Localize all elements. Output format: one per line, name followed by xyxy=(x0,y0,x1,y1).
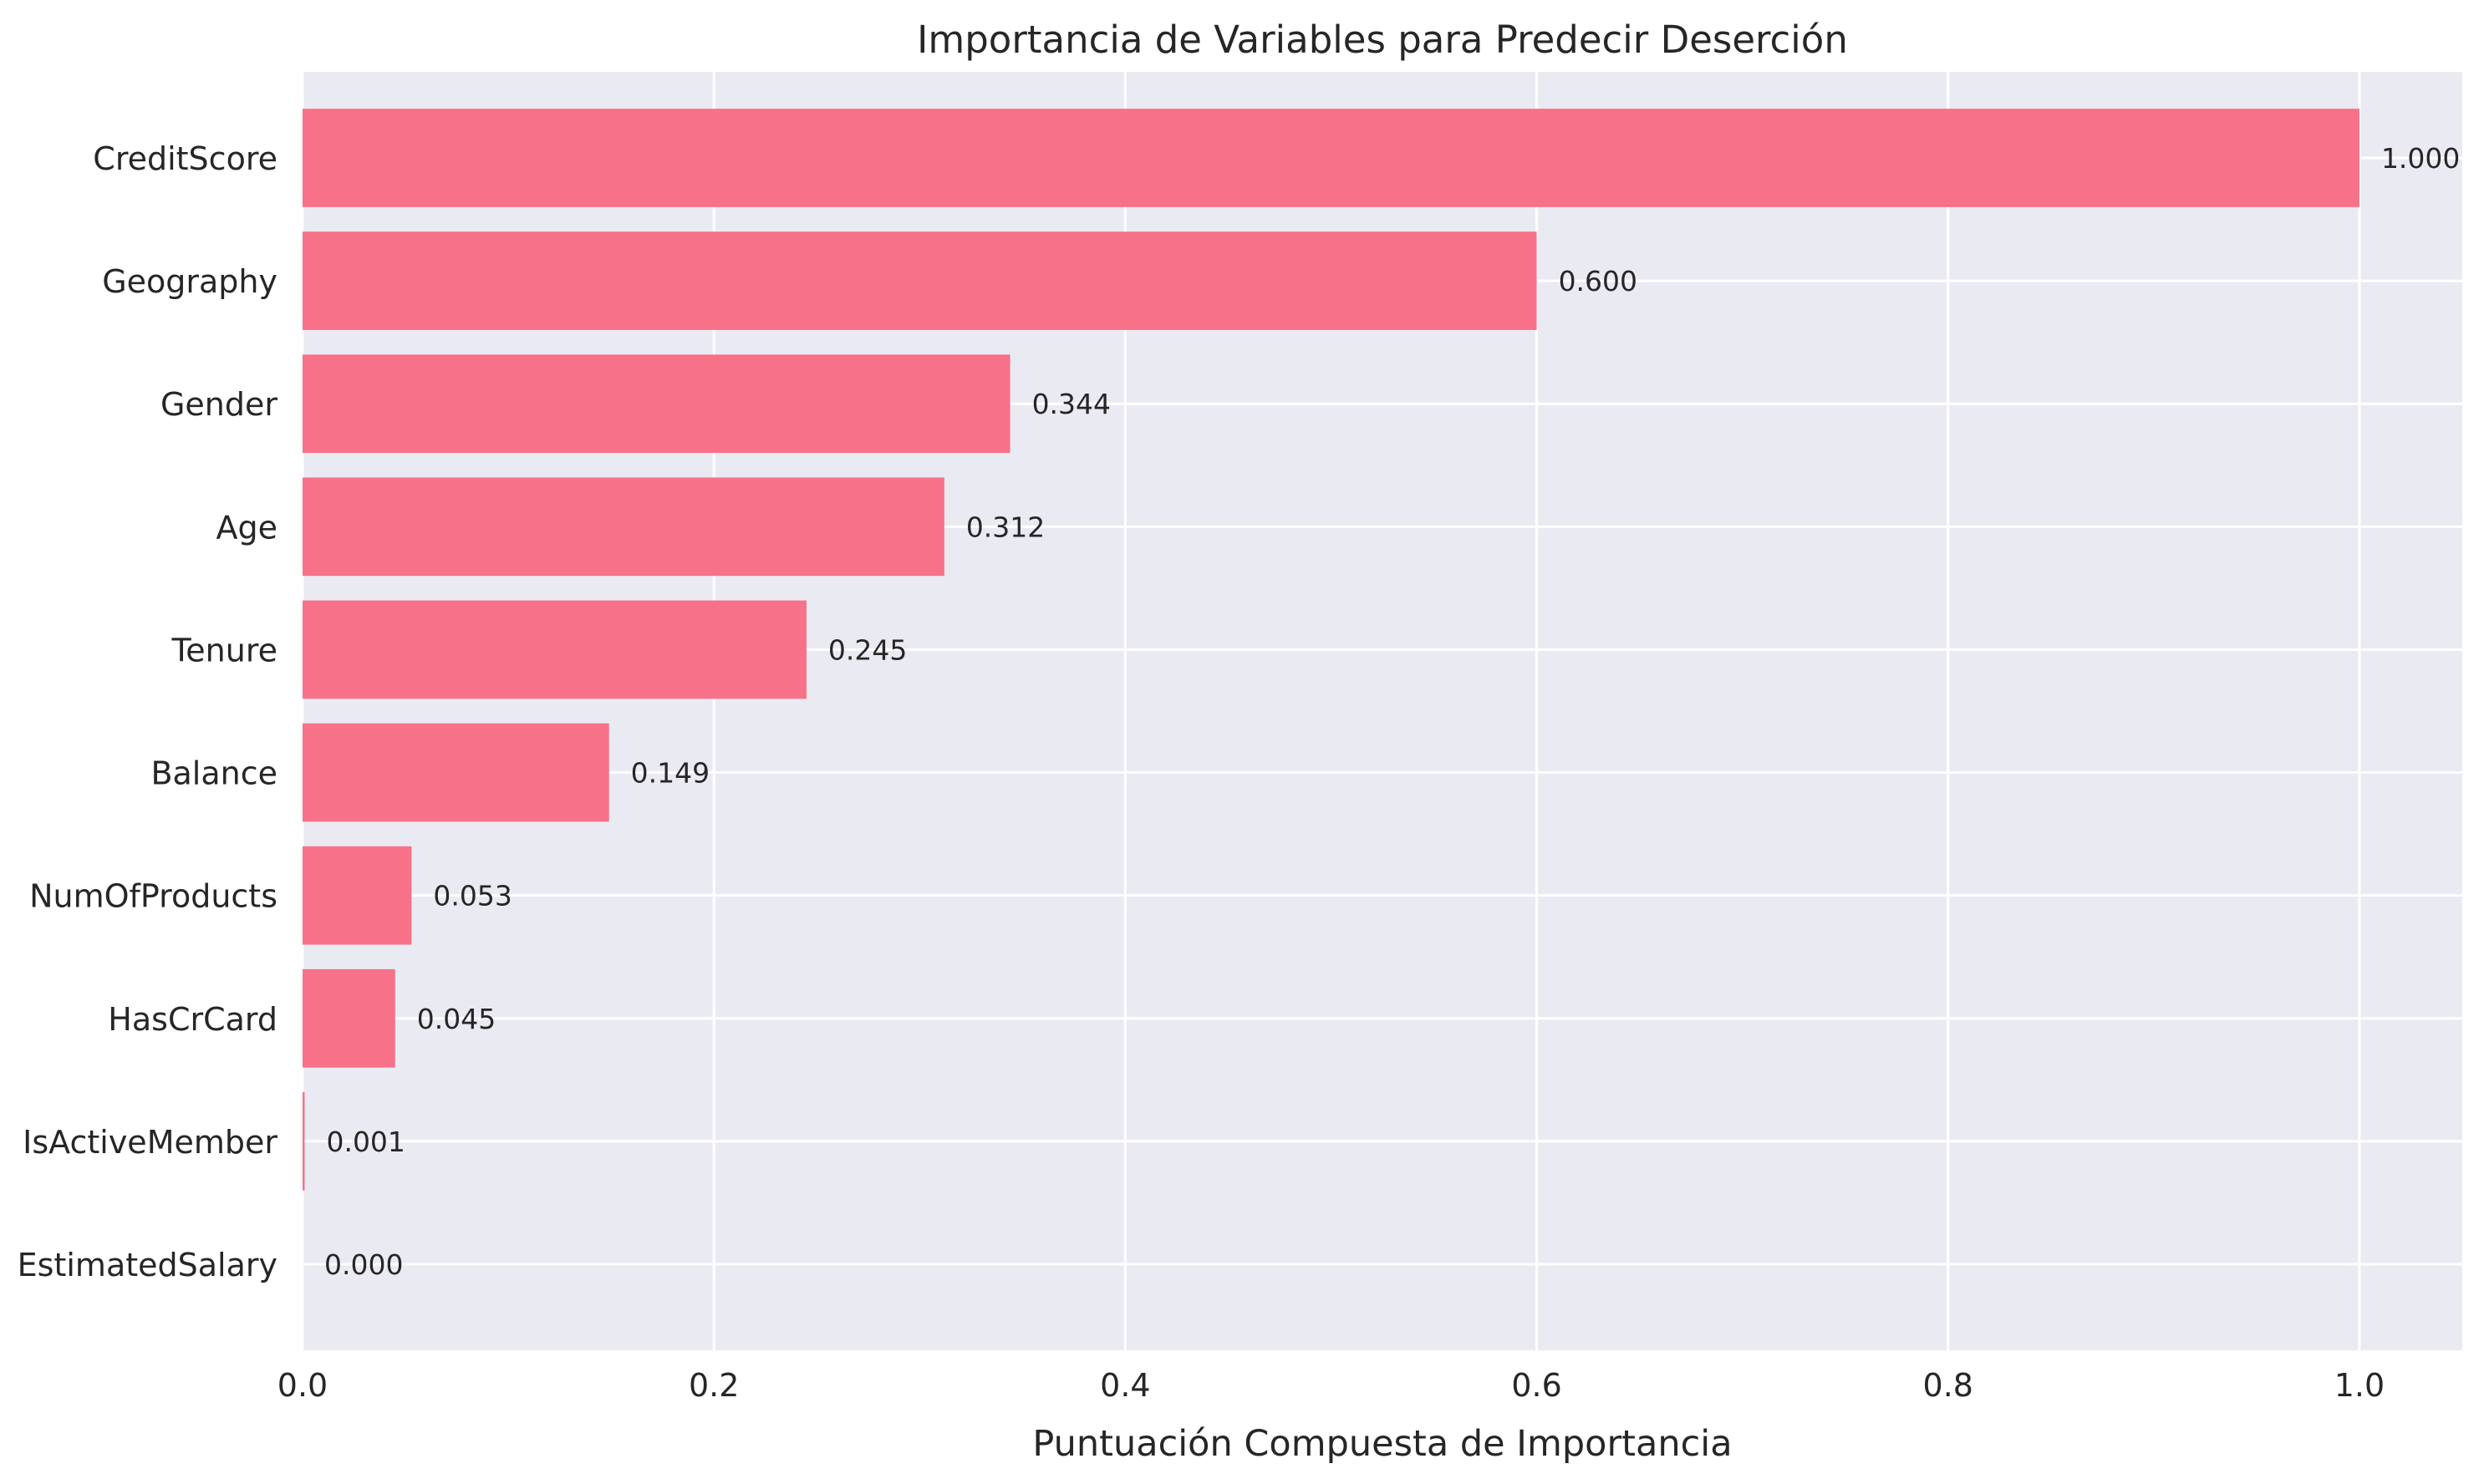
bar-hascrcard xyxy=(303,969,395,1068)
value-label-tenure: 0.245 xyxy=(828,633,907,666)
chart-title: Importancia de Variables para Predecir D… xyxy=(917,18,1848,62)
bar-creditscore xyxy=(303,109,2359,207)
value-label-estimatedsalary: 0.000 xyxy=(324,1248,403,1281)
category-label-isactivemember: IsActiveMember xyxy=(23,1124,277,1161)
x-tick-label: 1.0 xyxy=(2334,1367,2385,1404)
value-label-numofproducts: 0.053 xyxy=(433,880,512,912)
bar-geography xyxy=(303,231,1537,330)
x-tick-label: 0.4 xyxy=(1100,1367,1150,1404)
bar-isactivemember xyxy=(303,1092,304,1191)
category-label-balance: Balance xyxy=(150,755,277,792)
x-axis-label: Puntuación Compuesta de Importancia xyxy=(1032,1423,1732,1465)
x-tick-label: 0.0 xyxy=(277,1367,328,1404)
value-label-gender: 0.344 xyxy=(1032,388,1111,420)
x-tick-label: 0.2 xyxy=(689,1367,739,1404)
value-label-geography: 0.600 xyxy=(1559,265,1637,297)
value-label-hascrcard: 0.045 xyxy=(417,1003,496,1035)
category-label-age: Age xyxy=(216,509,278,546)
category-label-gender: Gender xyxy=(160,386,277,423)
x-tick-label: 0.8 xyxy=(1923,1367,1973,1404)
category-label-geography: Geography xyxy=(102,263,277,300)
bar-tenure xyxy=(303,601,807,699)
category-label-creditscore: CreditScore xyxy=(93,140,277,177)
x-tick-labels: 0.0 0.2 0.4 0.6 0.8 1.0 xyxy=(277,1367,2385,1404)
category-label-estimatedsalary: EstimatedSalary xyxy=(18,1247,277,1283)
category-label-numofproducts: NumOfProducts xyxy=(29,878,277,915)
category-labels: CreditScore Geography Gender Age Tenure Balan… xyxy=(18,140,278,1283)
value-label-age: 0.312 xyxy=(966,511,1045,543)
bar-age xyxy=(303,477,944,576)
value-label-isactivemember: 0.001 xyxy=(326,1126,405,1158)
category-label-hascrcard: HasCrCard xyxy=(108,1001,277,1038)
value-label-creditscore: 1.000 xyxy=(2381,142,2460,175)
category-label-tenure: Tenure xyxy=(171,632,277,668)
bar-numofproducts xyxy=(303,846,411,945)
value-label-balance: 0.149 xyxy=(631,757,710,790)
bar-balance xyxy=(303,724,609,822)
bar-gender xyxy=(303,354,1010,453)
x-tick-label: 0.6 xyxy=(1511,1367,1561,1404)
